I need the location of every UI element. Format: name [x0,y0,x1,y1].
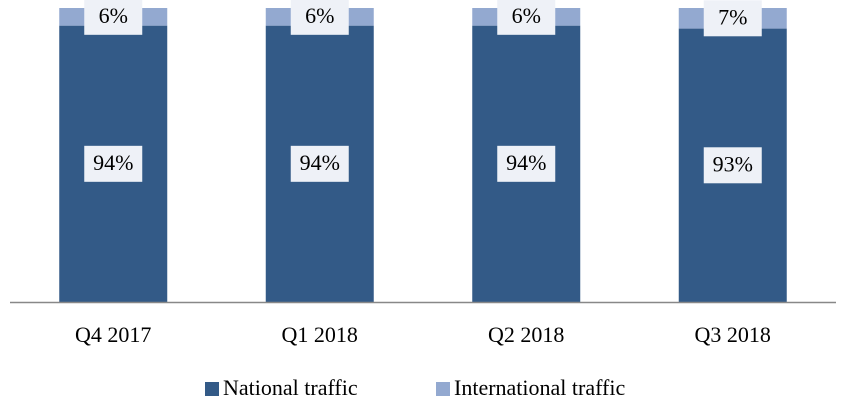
legend-label: International traffic [454,375,625,400]
value-label-box [290,145,349,182]
value-label: 6% [512,3,541,28]
x-tick-label: Q1 2018 [282,322,358,347]
legend-label: National traffic [223,375,358,400]
value-label: 6% [305,3,334,28]
value-label: 93% [713,151,753,176]
value-label-box [497,0,556,35]
x-tick-label: Q3 2018 [695,322,771,347]
value-label: 7% [718,4,747,29]
value-label: 94% [506,150,546,175]
value-label-box [84,145,143,182]
value-label-box [703,0,762,37]
value-label: 94% [300,150,340,175]
value-label: 94% [93,150,133,175]
value-label-box [84,0,143,35]
x-tick-label: Q4 2017 [75,322,151,347]
value-label-box [497,145,556,182]
legend-swatch [436,382,450,396]
value-label-box [290,0,349,35]
value-label: 6% [99,3,128,28]
value-label-box [703,147,762,184]
legend-swatch [205,382,219,396]
x-tick-label: Q2 2018 [488,322,564,347]
